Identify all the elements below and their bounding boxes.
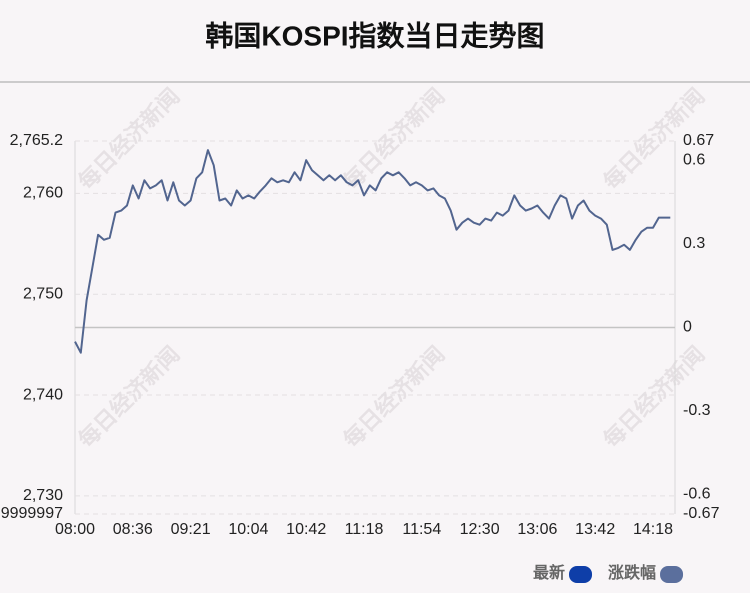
y2-tick-label: 0.67 (683, 132, 714, 149)
y2-tick-label: -0.3 (683, 402, 711, 419)
x-tick-label: 08:36 (113, 521, 153, 538)
x-tick-label: 13:42 (575, 521, 615, 538)
x-tick-label: 13:06 (517, 521, 557, 538)
y2-tick-label: -0.67 (683, 505, 720, 522)
x-tick-label: 08:00 (55, 521, 95, 538)
x-tick-label: 11:18 (345, 521, 384, 538)
y-tick-label: 2,760 (23, 185, 63, 202)
legend-swatch (569, 566, 593, 583)
x-tick-label: 10:04 (228, 521, 268, 538)
x-tick-label: 09:21 (171, 521, 211, 538)
legend-label: 涨跌幅 (608, 563, 656, 582)
x-tick-label: 11:54 (402, 521, 441, 538)
y2-tick-label: 0 (683, 319, 692, 336)
chart-title: 韩国KOSPI指数当日走势图 (205, 20, 544, 51)
y-tick-label: 2,740 (23, 386, 63, 403)
y2-tick-label: -0.6 (683, 486, 711, 503)
x-tick-label: 14:18 (633, 521, 673, 538)
legend-label: 最新 (533, 563, 565, 582)
y-tick-label: 2,730 (23, 487, 63, 504)
x-tick-label: 10:42 (286, 521, 326, 538)
y-tick-label: 2,765.2 (10, 132, 63, 149)
y2-tick-label: 0.6 (683, 152, 705, 169)
x-tick-label: 12:30 (460, 521, 500, 538)
y-tick-label: 2,750 (23, 285, 63, 302)
y2-tick-label: 0.3 (683, 235, 705, 252)
legend-swatch (660, 566, 684, 583)
y-tick-label: 2,728.1999999997 (0, 505, 63, 522)
price-line (74, 149, 671, 354)
